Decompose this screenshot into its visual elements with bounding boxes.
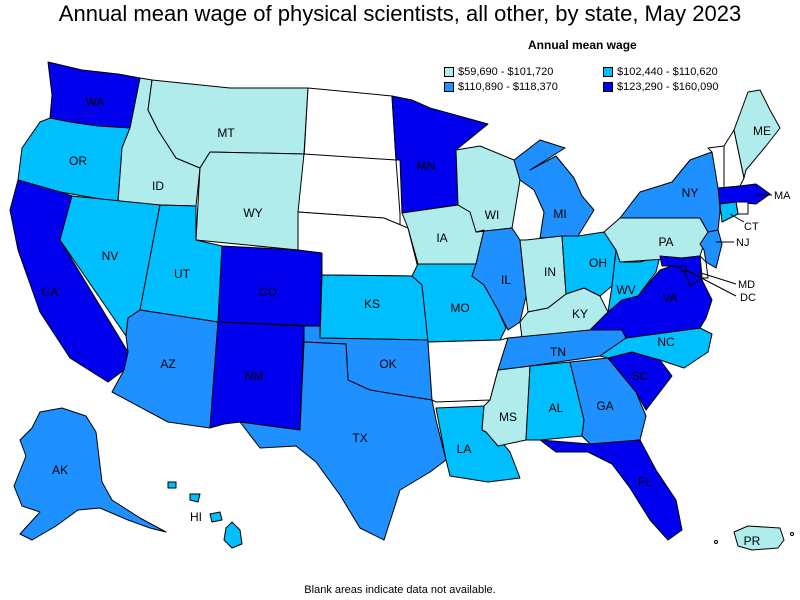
callout-line-DC [683, 268, 737, 297]
state-HI-kauai[interactable] [167, 481, 177, 489]
state-IL[interactable] [471, 227, 527, 331]
state-label-WY: WY [243, 206, 262, 220]
state-label-IA: IA [436, 231, 447, 245]
state-DC[interactable] [680, 265, 687, 272]
state-label-OH: OH [589, 256, 607, 270]
state-FL[interactable] [539, 439, 683, 541]
state-PR[interactable] [733, 525, 785, 551]
state-CA[interactable] [9, 179, 129, 383]
state-label-OK: OK [379, 357, 396, 371]
state-MD[interactable] [659, 255, 703, 287]
state-label-GA: GA [596, 399, 613, 413]
state-MA[interactable] [717, 183, 771, 205]
state-label-KY: KY [572, 307, 588, 321]
callouts-layer: MA CT NJ MD DC [683, 190, 791, 304]
legend-swatch-tier-1 [603, 67, 613, 77]
callout-label-MA: MA [774, 190, 791, 202]
legend-label-tier-1: $102,440 - $110,620 [617, 66, 718, 78]
states-layer [9, 61, 794, 551]
legend-swatch-tier-0 [444, 67, 454, 77]
callout-label-CT: CT [744, 221, 759, 233]
state-CO[interactable] [217, 245, 323, 327]
callout-line-CT [729, 213, 745, 223]
legend-label-tier-2: $110,890 - $118,370 [458, 81, 558, 93]
state-label-AL: AL [549, 401, 564, 415]
state-label-CO: CO [259, 285, 277, 299]
state-label-VA: VA [662, 291, 677, 305]
state-label-NC: NC [657, 335, 675, 349]
state-label-ME: ME [753, 124, 771, 138]
state-label-MO: MO [450, 301, 469, 315]
state-labels-layer: WA OR CA ID NV MT WY UT AZ CO NM KS OK T… [42, 95, 771, 548]
state-ME[interactable] [733, 89, 781, 179]
state-CT[interactable] [719, 201, 739, 223]
state-label-WI: WI [485, 208, 500, 222]
state-label-MI: MI [553, 207, 566, 221]
state-label-MN: MN [417, 159, 436, 173]
state-label-CA: CA [42, 285, 59, 299]
state-label-WV: WV [616, 283, 635, 297]
legend-item-tier-0: $59,690 - $101,720 [444, 66, 553, 78]
callout-label-MD: MD [738, 279, 755, 291]
callout-line-MD [697, 271, 737, 285]
state-label-TN: TN [550, 345, 566, 359]
legend-item-tier-2: $110,890 - $118,370 [444, 81, 558, 93]
callout-label-DC: DC [740, 292, 756, 304]
state-label-NY: NY [682, 186, 699, 200]
state-HI-maui[interactable] [209, 511, 223, 523]
state-label-OR: OR [69, 154, 87, 168]
state-label-PA: PA [658, 235, 673, 249]
state-label-LA: LA [457, 442, 472, 456]
state-NJ[interactable] [699, 229, 723, 269]
state-label-FL: FL [638, 475, 652, 489]
state-TX[interactable] [239, 341, 447, 541]
state-label-NV: NV [102, 249, 119, 263]
state-label-MT: MT [217, 126, 235, 140]
state-NH[interactable] [723, 129, 745, 189]
state-PA[interactable] [603, 217, 709, 263]
state-label-KS: KS [364, 297, 380, 311]
state-label-SC: SC [632, 369, 649, 383]
legend-swatch-tier-2 [444, 82, 454, 92]
state-label-AK: AK [52, 463, 68, 477]
callout-label-NJ: NJ [736, 237, 749, 249]
state-label-IL: IL [501, 273, 511, 287]
island-speck [714, 540, 718, 544]
state-WY[interactable] [195, 151, 305, 251]
state-HI[interactable] [223, 521, 243, 549]
state-label-UT: UT [174, 267, 191, 281]
state-label-HI: HI [190, 510, 202, 524]
legend-item-tier-1: $102,440 - $110,620 [603, 66, 718, 78]
legend-label-tier-3: $123,290 - $160,090 [617, 81, 719, 93]
state-ND[interactable] [303, 87, 397, 161]
state-label-AZ: AZ [160, 357, 175, 371]
island-speck [790, 532, 794, 536]
state-label-NM: NM [245, 369, 264, 383]
state-label-WA: WA [86, 95, 105, 109]
state-MI[interactable] [513, 139, 595, 239]
state-label-ID: ID [152, 179, 164, 193]
state-label-IN: IN [544, 265, 556, 279]
footnote: Blank areas indicate data not available. [304, 584, 496, 596]
state-label-PR: PR [744, 534, 761, 548]
map-title: Annual mean wage of physical scientists,… [58, 1, 742, 26]
state-HI-oahu[interactable] [189, 493, 201, 503]
legend-item-tier-3: $123,290 - $160,090 [603, 81, 719, 93]
state-label-MS: MS [499, 410, 517, 424]
legend-label-tier-0: $59,690 - $101,720 [458, 66, 554, 78]
state-label-TX: TX [352, 431, 367, 445]
state-AK[interactable] [13, 407, 167, 541]
legend-title: Annual mean wage [528, 38, 637, 52]
legend-swatch-tier-3 [603, 82, 613, 92]
